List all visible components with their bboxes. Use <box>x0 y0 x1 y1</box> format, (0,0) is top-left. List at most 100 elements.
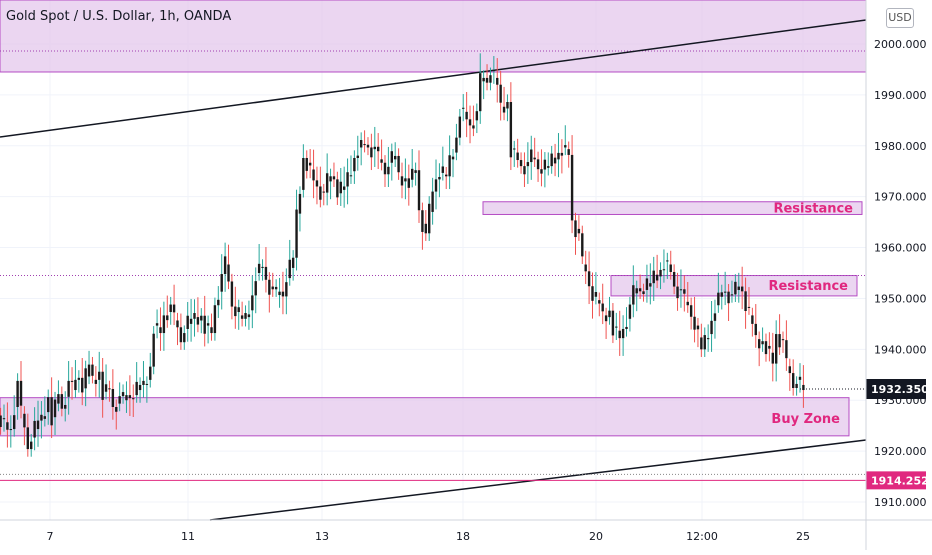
candle-body <box>730 294 734 296</box>
candle-body <box>295 209 298 258</box>
candle-body <box>662 269 666 271</box>
candle-body <box>281 291 285 297</box>
price-axis[interactable]: 1910.000 1920.000 1930.000 1940.000 1950.000… <box>865 0 927 550</box>
candle-body <box>356 155 359 158</box>
candle-body <box>336 179 339 198</box>
x-tick-label: 7 <box>47 530 54 543</box>
candle-body <box>108 388 111 390</box>
candle-body <box>693 316 696 330</box>
candle-body <box>135 381 138 396</box>
candle-body <box>2 418 6 420</box>
candle-body <box>791 373 795 389</box>
candle-body <box>428 203 431 234</box>
candle-body <box>349 175 353 177</box>
candle-body <box>390 151 393 163</box>
candle-body <box>213 305 217 334</box>
candle-body <box>764 341 768 355</box>
candle-body <box>145 383 149 385</box>
candle-body <box>138 384 142 391</box>
candle-body <box>526 162 530 167</box>
zone-label: Resistance <box>768 279 848 294</box>
zone-label: Buy Zone <box>771 412 840 427</box>
candle-body <box>220 274 223 292</box>
y-tick-label: 1920.000 <box>874 445 927 458</box>
candle-body <box>513 148 516 150</box>
candle-body <box>465 111 468 120</box>
candle-body <box>325 173 329 193</box>
candle-body <box>448 155 451 177</box>
zone-buy-zone <box>0 397 850 437</box>
level-badge-text: 1914.252 <box>871 474 929 487</box>
zone-label: Resistance <box>773 202 853 217</box>
candle-body <box>254 281 257 296</box>
y-tick-label: 1990.000 <box>874 89 927 102</box>
candle-body <box>445 174 448 177</box>
candle-body <box>560 152 564 156</box>
candle-body <box>496 77 499 85</box>
candle-body <box>47 397 50 413</box>
candle-body <box>339 181 342 194</box>
y-tick-label: 1950.000 <box>874 292 927 305</box>
candle-body <box>98 371 101 380</box>
candle-body <box>305 157 308 171</box>
candle-body <box>557 152 560 160</box>
candle-body <box>734 281 737 295</box>
candle-body <box>638 288 642 292</box>
currency-button[interactable]: USD <box>886 8 914 28</box>
x-tick-label: 12:00 <box>686 530 718 543</box>
candle-body <box>598 300 601 304</box>
candle-body <box>363 144 366 146</box>
candle-body <box>502 106 506 113</box>
candle-body <box>414 170 417 173</box>
candle-body <box>312 169 315 181</box>
candle-body <box>700 337 703 350</box>
candle-body <box>206 323 210 326</box>
candle-body <box>683 289 686 294</box>
time-axis[interactable]: 7 11 13 18 20 12:00 25 <box>0 519 932 543</box>
candle-body <box>104 384 108 392</box>
candle-body <box>196 317 200 325</box>
candle-body <box>152 333 155 367</box>
zones-layer: Resistance Resistance Buy Zone <box>0 0 867 437</box>
candle-body <box>649 283 652 287</box>
x-tick-label: 25 <box>796 530 810 543</box>
y-tick-label: 1910.000 <box>874 496 927 509</box>
candle-body <box>417 170 421 211</box>
candle-body <box>659 269 662 277</box>
y-tick-label: 2000.000 <box>874 38 927 51</box>
candle-body <box>387 166 390 175</box>
levels-layer: 1914.252 1932.350 <box>0 379 929 490</box>
candle-body <box>121 392 125 397</box>
candle-body <box>132 398 135 400</box>
candle-body <box>329 176 332 182</box>
candle-body <box>625 326 628 329</box>
zone-resistance <box>482 201 863 215</box>
candle-body <box>536 159 540 170</box>
candle-body <box>703 335 706 350</box>
symbol-title[interactable]: Gold Spot / U.S. Dollar, 1h, OANDA <box>6 9 232 24</box>
candle-body <box>128 395 132 399</box>
candle-body <box>509 102 513 158</box>
candle-body <box>530 149 533 163</box>
candle-body <box>70 380 74 382</box>
trend-line-upper <box>0 19 867 138</box>
candle-body <box>655 274 659 281</box>
candle-body <box>13 415 16 430</box>
y-tick-label: 1970.000 <box>874 191 927 204</box>
candle-body <box>240 315 244 319</box>
candle-body <box>618 330 621 339</box>
candle-body <box>798 376 802 380</box>
candle-body <box>635 288 638 294</box>
candle-body <box>441 166 445 173</box>
y-tick-label: 1930.000 <box>874 394 927 407</box>
x-tick-label: 11 <box>181 530 195 543</box>
candle-body <box>159 327 162 334</box>
candle-body <box>101 371 104 400</box>
candle-body <box>400 176 404 186</box>
candle-body <box>686 301 689 306</box>
candle-body <box>64 404 67 409</box>
candle-body <box>407 178 411 188</box>
candle-body <box>149 366 152 380</box>
